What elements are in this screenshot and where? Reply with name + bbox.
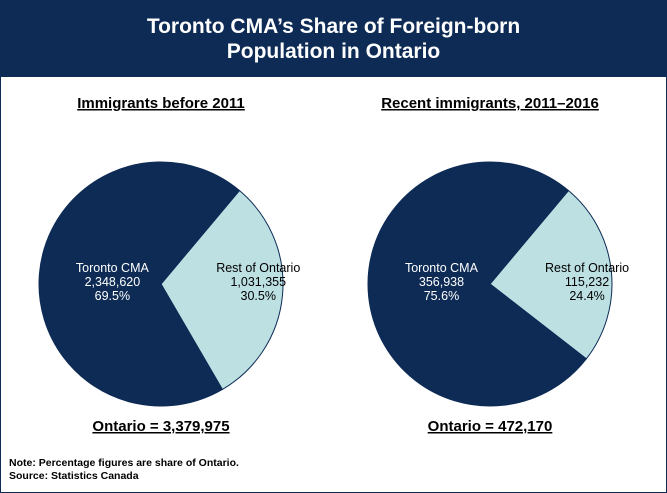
slice-count: 115,232 xyxy=(565,275,609,289)
pie-title: Immigrants before 2011 xyxy=(77,95,245,112)
pie-total: Ontario = 472,170 xyxy=(428,418,553,435)
note: Note: Percentage figures are share of On… xyxy=(9,457,239,469)
slice-label: Toronto CMA xyxy=(405,261,479,275)
slice-count: 2,348,620 xyxy=(85,275,141,289)
slice-label: Toronto CMA xyxy=(76,261,150,275)
slice-label: Rest of Ontario xyxy=(545,261,629,275)
pie-slice xyxy=(160,189,284,391)
pie-slice xyxy=(38,161,241,407)
slice-count: 356,938 xyxy=(419,275,464,289)
pie-slice xyxy=(489,189,613,360)
slice-percent: 30.5% xyxy=(241,289,276,303)
pie-title: Recent immigrants, 2011–2016 xyxy=(381,95,599,112)
note: Source: Statistics Canada xyxy=(9,470,139,482)
slice-percent: 69.5% xyxy=(95,289,130,303)
slice-percent: 24.4% xyxy=(569,289,604,303)
slice-percent: 75.6% xyxy=(424,289,459,303)
slice-label: Rest of Ontario xyxy=(216,261,300,275)
pie-total: Ontario = 3,379,975 xyxy=(92,418,229,435)
slice-count: 1,031,355 xyxy=(230,275,286,289)
chart-title: Toronto CMA’s Share of Foreign-born Popu… xyxy=(1,1,666,77)
pie-slice xyxy=(367,161,588,407)
